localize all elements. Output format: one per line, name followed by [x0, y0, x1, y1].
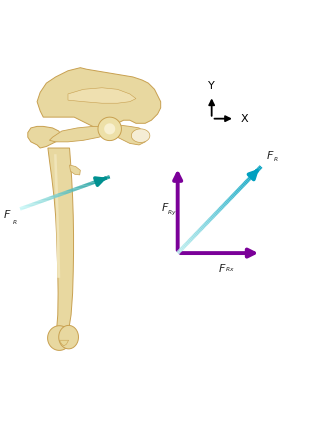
Text: $_{Rx}$: $_{Rx}$	[225, 265, 235, 274]
Text: $_{Ry}$: $_{Ry}$	[167, 208, 176, 218]
Polygon shape	[54, 154, 60, 278]
Polygon shape	[98, 117, 121, 140]
Text: $_{R}$: $_{R}$	[12, 218, 17, 227]
Polygon shape	[108, 123, 148, 145]
Polygon shape	[49, 127, 111, 142]
Text: $F$: $F$	[3, 209, 12, 220]
Text: Y: Y	[208, 81, 215, 91]
Text: X: X	[240, 114, 248, 124]
Polygon shape	[105, 123, 121, 139]
Polygon shape	[48, 326, 71, 350]
Polygon shape	[59, 325, 78, 349]
Text: $F$: $F$	[266, 149, 274, 161]
Polygon shape	[68, 88, 136, 103]
Polygon shape	[37, 68, 161, 130]
Text: $F$: $F$	[161, 201, 169, 213]
Polygon shape	[59, 340, 69, 346]
Polygon shape	[48, 148, 74, 330]
Polygon shape	[28, 127, 62, 148]
Text: $F$: $F$	[218, 262, 227, 274]
Polygon shape	[131, 129, 150, 143]
Polygon shape	[70, 165, 80, 175]
Text: $_{R}$: $_{R}$	[273, 155, 279, 164]
Polygon shape	[104, 123, 115, 134]
